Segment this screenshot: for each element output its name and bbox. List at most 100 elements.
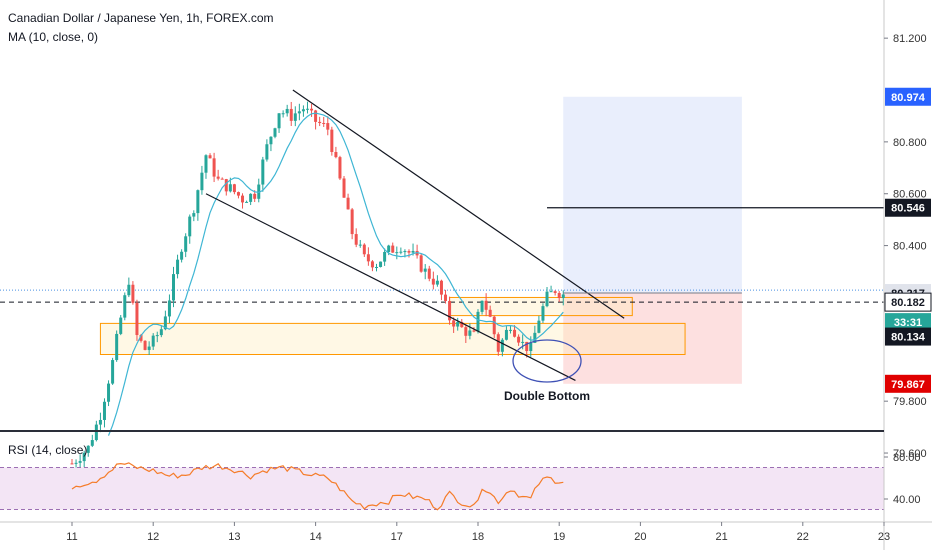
time-tick-label: 19	[553, 531, 565, 543]
candle-body	[419, 255, 423, 272]
time-tick-label: 11	[66, 531, 77, 543]
candle-body	[326, 123, 330, 130]
countdown-timer-badge-bg	[885, 313, 931, 332]
candle-body	[370, 261, 374, 268]
rsi-band	[0, 467, 884, 510]
candle-body	[196, 190, 200, 214]
candle-body	[107, 383, 111, 402]
price-badges: 80.97480.54680.21780.18233:3180.13479.86…	[884, 87, 932, 393]
candle-body	[411, 250, 415, 253]
candle-body	[253, 193, 257, 199]
chart-title: Canadian Dollar / Japanese Yen, 1h, FORE…	[8, 11, 274, 25]
candle-body	[318, 121, 322, 124]
countdown-timer-badge: 33:31	[894, 317, 922, 329]
candle-body	[228, 184, 232, 192]
ma-indicator-label[interactable]: MA (10, close, 0)	[8, 30, 98, 44]
candle-body	[184, 236, 188, 252]
stop-price-badge-bg	[885, 374, 931, 393]
candle-body	[204, 155, 208, 173]
time-tick-label: 12	[147, 531, 159, 543]
candle-body	[151, 335, 155, 347]
candle-body	[338, 157, 342, 179]
rsi-panel	[0, 462, 884, 511]
candle-body	[94, 424, 98, 441]
rsi-line	[71, 462, 564, 511]
candle-body	[358, 244, 362, 246]
candle-body	[249, 193, 253, 202]
rsi-indicator-label[interactable]: RSI (14, close)	[8, 443, 87, 457]
candle-body	[342, 178, 346, 198]
candle-body	[350, 209, 354, 235]
candle-body	[111, 360, 115, 384]
candle-body	[525, 341, 529, 352]
candle-body	[533, 332, 537, 343]
candle-body	[224, 179, 228, 192]
candle-body	[188, 216, 192, 237]
candle-body	[362, 244, 366, 255]
candle-body	[102, 401, 106, 420]
candle-body	[444, 294, 448, 301]
candle-body	[293, 113, 297, 121]
time-axis[interactable]: 11 12 13 14 17 18 19 20 21 22 23	[66, 522, 890, 543]
candle-body	[383, 251, 387, 262]
candle-body	[123, 295, 127, 318]
candle-body	[395, 252, 399, 254]
candle-body	[346, 197, 350, 210]
time-tick-label: 22	[797, 531, 809, 543]
candle-body	[277, 113, 281, 129]
candle-body	[241, 195, 245, 203]
candle-body	[281, 113, 285, 115]
candle-body	[330, 129, 334, 153]
candle-body	[561, 294, 565, 299]
support-zone-1[interactable]	[99, 322, 686, 356]
candle-body	[464, 327, 468, 336]
stop-zone[interactable]	[563, 293, 742, 384]
candle-body	[167, 300, 171, 317]
price-tick-label: 80.600	[893, 189, 927, 201]
candle-body	[387, 245, 391, 252]
candle-body	[492, 316, 496, 335]
candle-body	[232, 184, 236, 193]
level-price-badge: 80.134	[891, 332, 926, 344]
candle-body	[265, 144, 269, 160]
candle-body	[131, 284, 135, 303]
resistance-price-badge: 80.546	[891, 203, 925, 215]
candle-body	[391, 245, 395, 253]
candle-body	[456, 321, 460, 327]
trendline-2[interactable]	[205, 193, 576, 381]
candle-body	[119, 317, 123, 334]
candle-body	[504, 329, 508, 340]
time-tick-label: 20	[634, 531, 646, 543]
time-tick-label: 17	[391, 531, 403, 543]
candle-body	[431, 278, 435, 285]
candle-body	[452, 320, 456, 327]
trendline-1[interactable]	[292, 89, 625, 319]
price-axis[interactable]: 81.200 80.800 80.600 80.400 79.800 79.600	[884, 33, 927, 460]
target-zone[interactable]	[563, 96, 742, 294]
candle-body	[301, 109, 305, 112]
candle-body	[476, 311, 480, 332]
candle-body	[261, 159, 265, 185]
candle-body	[375, 266, 378, 268]
candle-body	[549, 291, 553, 293]
current-price-badge: 80.182	[891, 297, 925, 309]
candle-body	[517, 336, 521, 343]
candle-body	[216, 176, 220, 179]
candle-body	[285, 108, 289, 114]
ma-line	[107, 112, 564, 436]
candle-body	[236, 192, 240, 196]
stop-price-badge: 79.867	[891, 379, 925, 391]
candle-body	[310, 108, 314, 111]
candle-body	[115, 333, 119, 361]
candle-body	[143, 340, 147, 350]
rsi-axis: 80.00 40.00	[884, 452, 921, 506]
candle-body	[484, 300, 488, 310]
candle-body	[127, 284, 131, 296]
double-bottom-ellipse[interactable]	[512, 339, 582, 383]
double-bottom-label: Double Bottom	[504, 389, 590, 403]
trendlines[interactable]	[205, 89, 625, 381]
candle-body	[407, 251, 411, 253]
candle-body	[98, 419, 102, 425]
candle-body	[513, 329, 517, 337]
